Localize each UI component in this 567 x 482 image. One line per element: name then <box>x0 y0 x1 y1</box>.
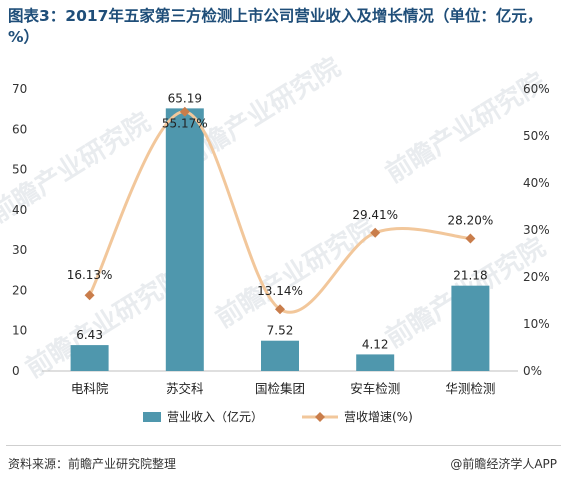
y-right-tick-label: 20% <box>523 270 550 284</box>
bar-value-label: 6.43 <box>76 328 103 342</box>
y-left-tick-label: 70 <box>12 82 27 96</box>
line-value-label: 55.17% <box>162 117 208 131</box>
x-tick-label: 电科院 <box>71 381 109 396</box>
legend-line-label: 营收增速(%) <box>344 410 413 424</box>
chart-title: 图表3：2017年五家第三方检测上市公司营业收入及增长情况（单位：亿元，%） <box>8 7 543 46</box>
y-right-tick-label: 0% <box>523 364 542 378</box>
y-right-tick-label: 60% <box>523 82 550 96</box>
x-tick-label: 国检集团 <box>255 381 305 396</box>
bar-value-label: 7.52 <box>267 324 294 338</box>
bar-value-label: 65.19 <box>168 91 202 105</box>
line-point <box>84 290 95 301</box>
line-point <box>275 304 285 315</box>
bar <box>261 340 299 371</box>
line-point <box>465 233 476 244</box>
x-tick-label: 苏交科 <box>166 381 204 396</box>
y-left-tick-label: 60 <box>12 122 27 136</box>
watermark-text: 前瞻产业研究院 <box>210 211 381 334</box>
legend-bar-label: 营业收入（亿元） <box>167 409 263 424</box>
line-point <box>370 227 381 238</box>
y-left-tick-label: 10 <box>12 324 27 338</box>
bar <box>451 285 490 371</box>
y-left-tick-label: 20 <box>12 283 27 297</box>
bar <box>356 354 395 371</box>
line-value-label: 13.14% <box>257 284 303 298</box>
line-point <box>179 106 190 117</box>
bar-value-label: 4.12 <box>362 337 389 351</box>
y-left-tick-label: 0 <box>12 364 20 378</box>
line-value-label: 16.13% <box>67 268 113 282</box>
y-right-tick-label: 50% <box>523 129 550 143</box>
x-tick-label: 安车检测 <box>350 381 400 396</box>
y-left-tick-label: 30 <box>12 243 27 257</box>
growth-line <box>88 110 471 314</box>
line-value-label: 29.41% <box>352 208 398 222</box>
bar-value-label: 21.18 <box>453 269 487 283</box>
y-right-tick-label: 40% <box>523 176 550 190</box>
y-right-tick-label: 10% <box>523 317 550 331</box>
y-left-tick-label: 50 <box>12 163 27 177</box>
y-left-tick-label: 40 <box>12 203 27 217</box>
legend-line-marker <box>315 412 325 422</box>
source-note: 资料来源：前瞻产业研究院整理 <box>8 457 177 471</box>
x-tick-label: 华测检测 <box>445 381 495 396</box>
legend-bar-swatch <box>143 412 161 422</box>
brand-credit: @前瞻经济学人APP <box>450 457 557 471</box>
footer-divider <box>6 445 561 446</box>
line-value-label: 28.20% <box>448 213 494 227</box>
bar <box>165 108 204 371</box>
bar <box>70 345 109 371</box>
y-right-tick-label: 30% <box>523 223 550 237</box>
